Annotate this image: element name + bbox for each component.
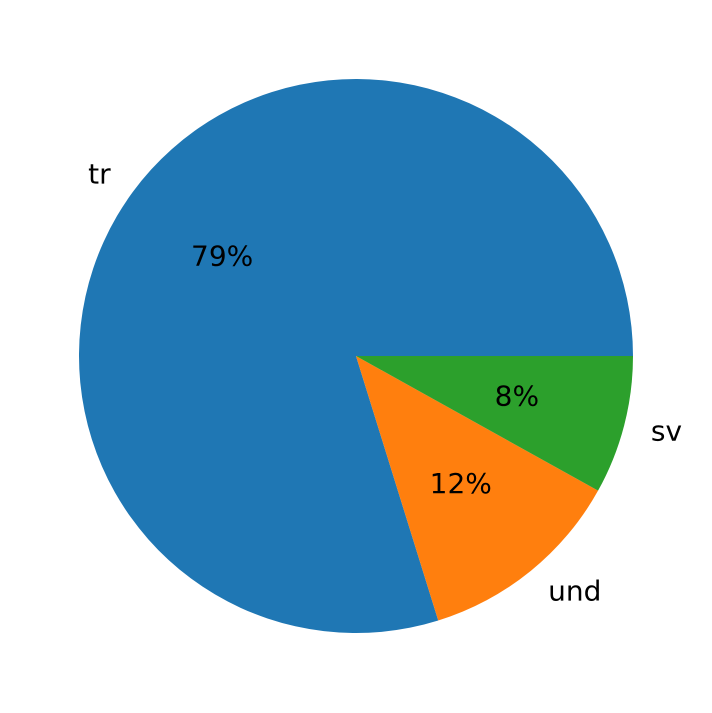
percent-label: 8% xyxy=(495,380,539,413)
category-label: tr xyxy=(88,157,111,190)
wedge xyxy=(356,356,633,491)
wedge xyxy=(356,356,599,621)
percent-label: 12% xyxy=(430,467,492,500)
category-label: und xyxy=(548,574,601,607)
wedge xyxy=(78,79,633,634)
percent-label: 79% xyxy=(191,239,253,272)
category-label: sv xyxy=(651,415,682,448)
